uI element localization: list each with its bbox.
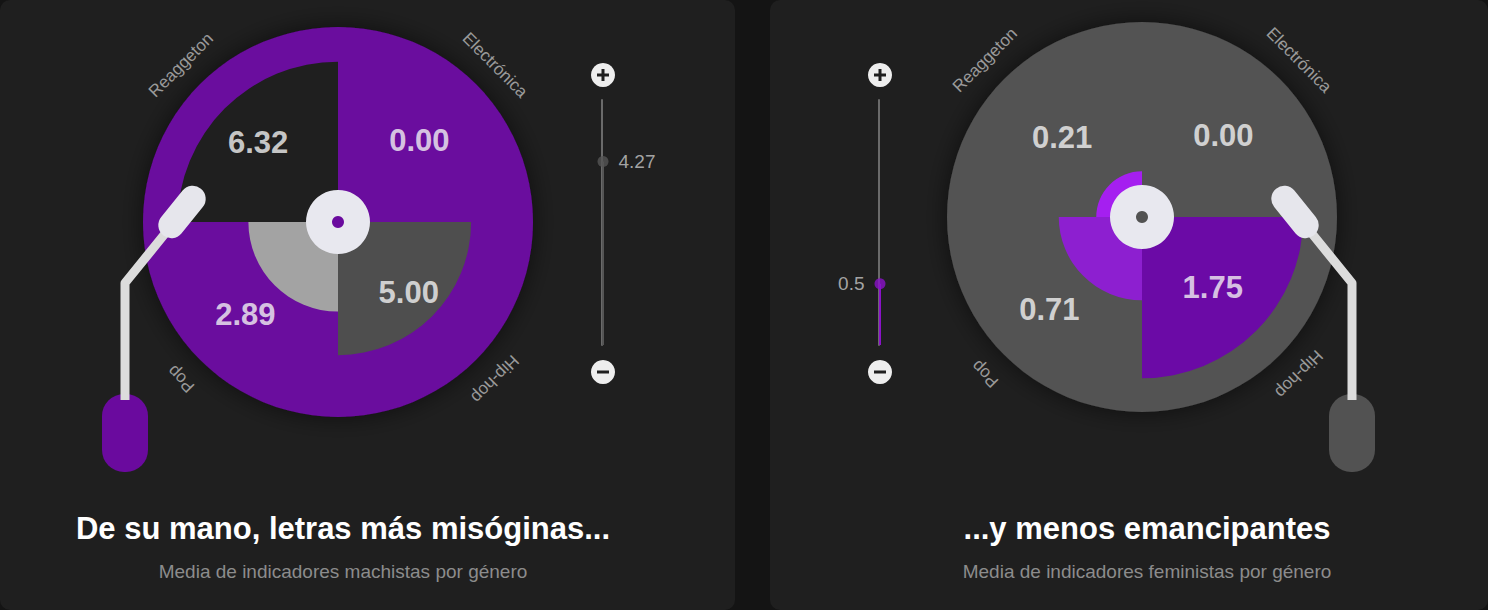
svg-text:4.27: 4.27 [619,151,656,172]
svg-text:De su mano, letras más misógin: De su mano, letras más misóginas... [76,511,610,546]
svg-text:...y menos emancipantes: ...y menos emancipantes [964,511,1331,546]
svg-text:Reaggeton: Reaggeton [949,24,1021,96]
svg-text:5.00: 5.00 [379,275,439,310]
svg-text:Reaggeton: Reaggeton [145,29,217,101]
svg-text:Media de indicadores feminista: Media de indicadores feministas por géne… [963,561,1332,582]
svg-text:Electrónica: Electrónica [1263,24,1336,97]
svg-text:Pop: Pop [968,357,1003,392]
svg-text:0.00: 0.00 [389,123,449,158]
svg-text:Pop: Pop [164,362,199,397]
svg-text:Electrónica: Electrónica [459,29,532,102]
svg-text:2.89: 2.89 [215,297,275,332]
svg-text:Hip-hop: Hip-hop [1271,346,1326,401]
svg-text:Media de indicadores machistas: Media de indicadores machistas por géner… [159,561,528,582]
svg-text:Hip-hop: Hip-hop [467,351,522,406]
svg-text:1.75: 1.75 [1183,270,1243,305]
svg-text:0.00: 0.00 [1193,118,1253,153]
svg-text:0.21: 0.21 [1032,120,1092,155]
svg-text:0.71: 0.71 [1019,292,1079,327]
svg-text:0.5: 0.5 [838,273,864,294]
svg-text:6.32: 6.32 [228,125,288,160]
